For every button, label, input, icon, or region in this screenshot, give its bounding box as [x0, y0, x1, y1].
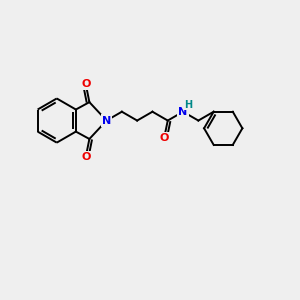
Text: H: H: [184, 100, 193, 110]
Text: O: O: [81, 79, 90, 89]
Text: O: O: [81, 152, 90, 162]
Text: N: N: [178, 107, 188, 117]
Text: O: O: [159, 133, 169, 143]
Text: N: N: [102, 116, 111, 126]
